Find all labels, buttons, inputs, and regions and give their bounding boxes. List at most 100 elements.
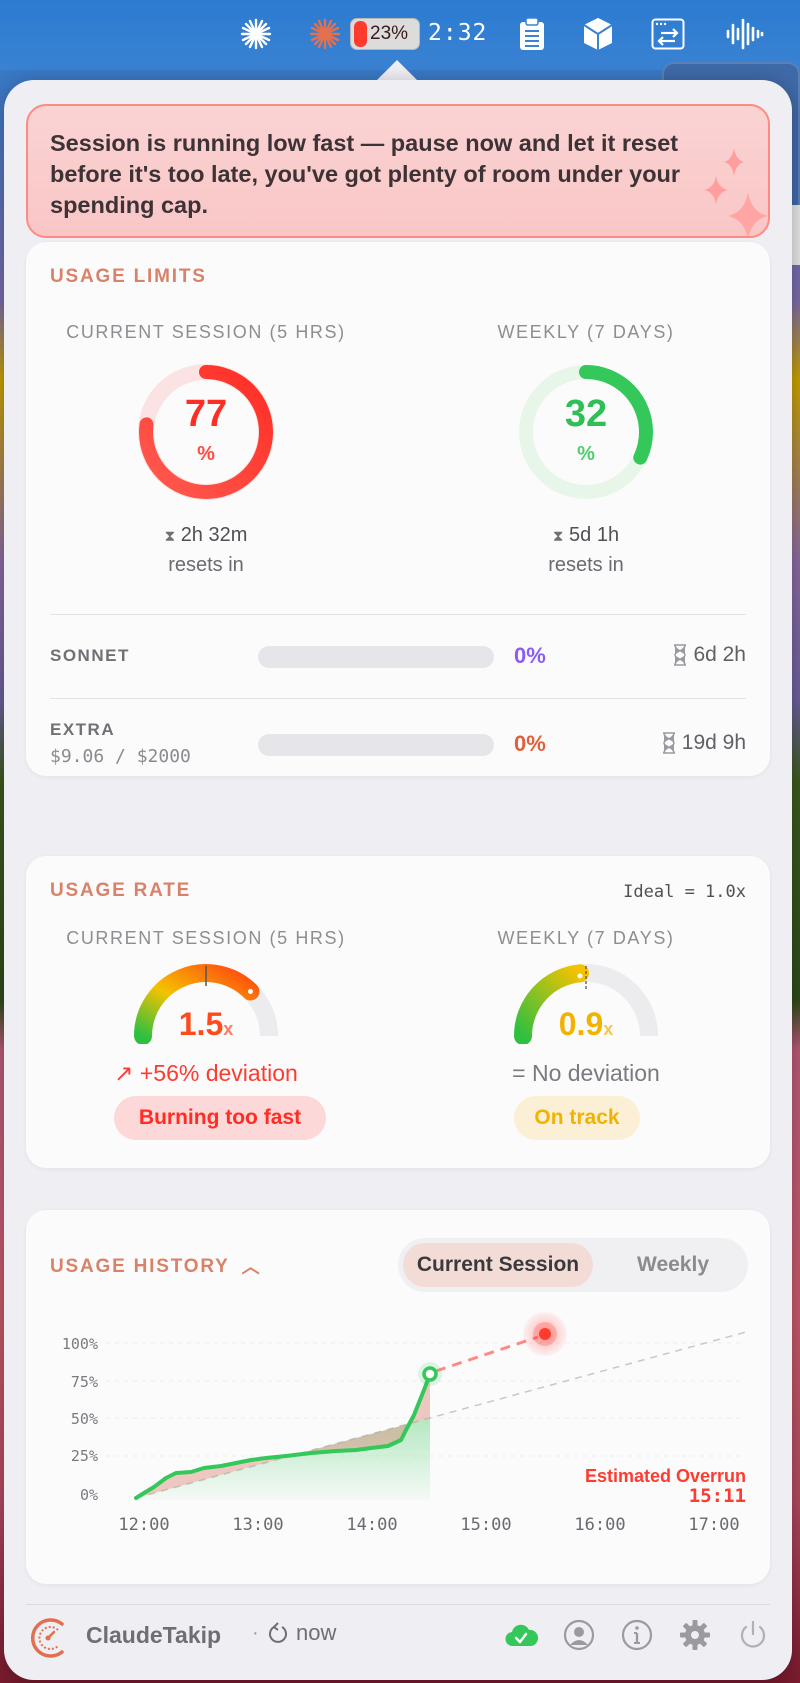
weekly-reset-time: ⧗ 5d 1h: [486, 524, 686, 547]
extra-percent: 0%: [514, 731, 546, 756]
session-percent-value: 77: [184, 393, 228, 435]
weekly-rate-value: 0.9x: [511, 1006, 661, 1043]
extra-reset-value: 19d 9h: [681, 731, 746, 754]
warning-banner: Session is running low fast — pause now …: [26, 104, 770, 238]
separator: ·: [252, 1622, 259, 1644]
refresh-icon: [269, 1622, 287, 1643]
session-rate-unit: x: [223, 1019, 234, 1039]
sonnet-label: SONNET: [50, 646, 130, 665]
cube-icon[interactable]: [578, 14, 618, 54]
menu-bar: 23% 2:32: [0, 0, 800, 70]
usage-limits-card: USAGE LIMITS CURRENT SESSION (5 HRS) 77 …: [26, 242, 770, 776]
session-deviation: ↗ +56% deviation: [114, 1060, 298, 1086]
svg-text:75%: 75%: [71, 1373, 98, 1391]
ideal-rate: Ideal = 1.0x: [623, 882, 746, 902]
session-label: CURRENT SESSION (5 HRS): [66, 322, 346, 342]
hourglass-icon: ⧗: [552, 528, 564, 545]
audio-waveform-icon[interactable]: [720, 14, 770, 54]
sonnet-reset-value: 6d 2h: [693, 643, 746, 666]
screen-switch-icon[interactable]: [648, 14, 688, 54]
session-rate-gauge: [131, 964, 281, 1045]
svg-text:17:00: 17:00: [688, 1515, 739, 1535]
svg-text:100%: 100%: [62, 1335, 98, 1353]
app-logo-icon: [31, 1618, 64, 1658]
extra-progress-bar: [258, 734, 494, 756]
footer-bar: ClaudeTakip · now: [26, 1608, 770, 1668]
usage-history-title: USAGE HISTORY: [50, 1256, 230, 1277]
session-status-badge: Burning too fast: [114, 1096, 326, 1140]
overrun-annotation: Estimated Overrun 15:11: [585, 1466, 746, 1506]
svg-text:50%: 50%: [71, 1410, 98, 1428]
account-icon[interactable]: [562, 1618, 596, 1652]
weekly-reset-label: resets in: [548, 554, 624, 576]
session-rate-label: CURRENT SESSION (5 HRS): [66, 928, 346, 948]
svg-text:16:00: 16:00: [574, 1515, 625, 1535]
svg-text:13:00: 13:00: [232, 1515, 283, 1535]
last-refresh-label: now: [296, 1620, 337, 1645]
hourglass-icon: [662, 732, 675, 754]
sonnet-percent: 0%: [514, 643, 546, 668]
claude-orange-asterisk-icon[interactable]: [305, 14, 345, 54]
usage-rate-card: USAGE RATE Ideal = 1.0x CURRENT SESSION …: [26, 856, 770, 1168]
weekly-label: WEEKLY (7 DAYS): [497, 322, 675, 342]
info-icon[interactable]: [620, 1618, 654, 1652]
divider: [50, 698, 746, 699]
overrun-label: Estimated Overrun: [584, 1466, 746, 1486]
weekly-usage-ring: 32 %: [511, 357, 661, 507]
menubar-clock[interactable]: 2:32: [428, 20, 488, 46]
battery-indicator[interactable]: 23%: [350, 18, 420, 50]
footer-divider: [26, 1604, 770, 1605]
extra-label: EXTRA: [50, 720, 116, 739]
sonnet-reset: 6d 2h: [673, 643, 746, 667]
weekly-rate-number: 0.9: [558, 1006, 604, 1042]
battery-fill: [354, 21, 367, 47]
refresh-button[interactable]: now: [268, 1620, 336, 1646]
weekly-deviation: = No deviation: [512, 1060, 660, 1086]
chevron-up-icon[interactable]: ︿: [241, 1257, 262, 1277]
weekly-rate-gauge: [511, 964, 661, 1045]
session-reset-label: resets in: [168, 554, 244, 576]
history-range-toggle: Current Session Weekly: [398, 1238, 748, 1292]
power-icon[interactable]: [736, 1618, 770, 1652]
extra-spend: $9.06 / $2000: [50, 746, 191, 767]
usage-history-chart: 100% 75% 50% 25% 0% 12:00 13:00 14:00 15…: [62, 1312, 747, 1535]
extra-reset: 19d 9h: [662, 731, 746, 755]
session-percent-unit: %: [197, 443, 215, 465]
overrun-time: 15:11: [688, 1485, 746, 1507]
settings-gear-icon[interactable]: [678, 1618, 712, 1652]
svg-text:25%: 25%: [71, 1447, 98, 1465]
svg-text:15:00: 15:00: [460, 1515, 511, 1535]
divider: [50, 614, 746, 615]
session-rate-value: 1.5x: [131, 1006, 281, 1043]
weekly-rate-unit: x: [603, 1019, 614, 1039]
session-reset-value: 2h 32m: [180, 524, 248, 546]
warning-message: Session is running low fast — pause now …: [50, 130, 681, 218]
tab-weekly[interactable]: Weekly: [637, 1253, 709, 1276]
claude-asterisk-icon[interactable]: [236, 14, 276, 54]
app-name: ClaudeTakip: [86, 1622, 222, 1648]
hourglass-icon: ⧗: [164, 528, 176, 545]
usage-popover: Session is running low fast — pause now …: [4, 80, 792, 1680]
weekly-rate-label: WEEKLY (7 DAYS): [497, 928, 675, 948]
battery-percent: 23%: [370, 23, 409, 44]
tab-current-session[interactable]: Current Session: [403, 1243, 593, 1287]
svg-text:12:00: 12:00: [118, 1515, 169, 1535]
svg-text:14:00: 14:00: [346, 1515, 397, 1535]
session-reset-time: ⧗ 2h 32m: [106, 524, 306, 547]
session-rate-number: 1.5: [178, 1006, 224, 1042]
session-usage-ring: 77 %: [131, 357, 281, 507]
weekly-percent-value: 32: [564, 393, 608, 435]
hourglass-icon: [674, 644, 687, 666]
usage-history-card: USAGE HISTORY ︿ Current Session Weekly 10…: [26, 1210, 770, 1584]
svg-text:0%: 0%: [80, 1486, 98, 1504]
usage-limits-title: USAGE LIMITS: [50, 266, 207, 287]
weekly-status-badge: On track: [514, 1096, 640, 1140]
sparkle-icon: [704, 148, 768, 236]
clipboard-icon[interactable]: [512, 14, 552, 54]
usage-rate-title: USAGE RATE: [50, 880, 192, 901]
weekly-reset-value: 5d 1h: [569, 524, 620, 546]
usage-history-header[interactable]: USAGE HISTORY ︿: [50, 1252, 261, 1278]
sync-ok-cloud-icon[interactable]: [504, 1618, 538, 1652]
sonnet-progress-bar: [258, 646, 494, 668]
popover-caret: [375, 60, 419, 82]
